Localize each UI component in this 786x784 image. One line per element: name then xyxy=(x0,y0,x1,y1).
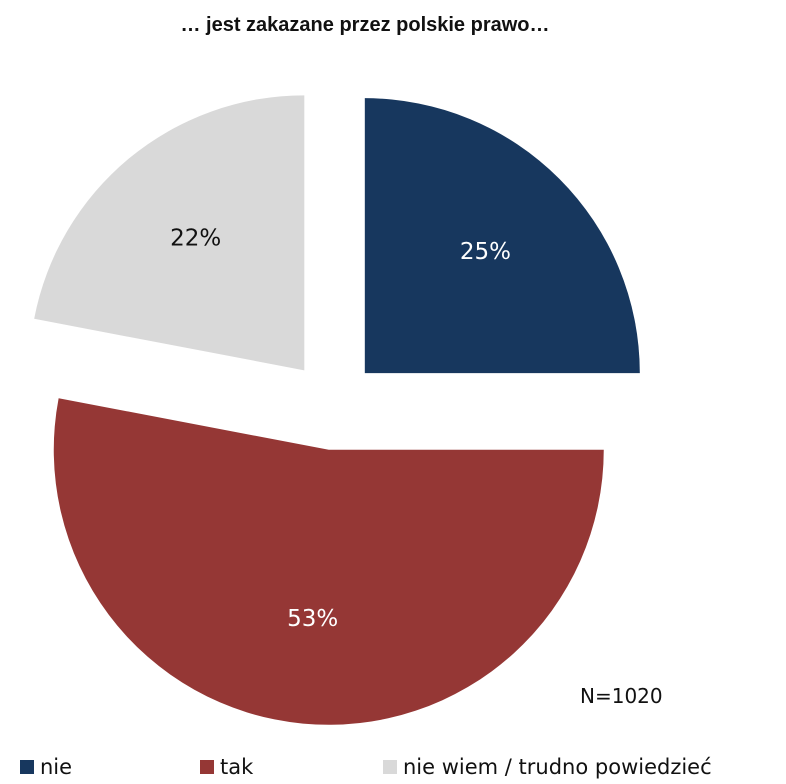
pie-slice-tak xyxy=(53,398,604,725)
pie-slice-nie-wiem xyxy=(34,95,305,371)
pie-labels: 25% 53% 22% xyxy=(170,225,511,632)
sample-size-note: N=1020 xyxy=(580,684,663,708)
pie-label-nie: 25% xyxy=(460,239,511,265)
pie-slices xyxy=(34,95,640,725)
pie-slice-nie xyxy=(364,98,640,374)
pie-label-tak: 53% xyxy=(287,606,338,632)
pie-label-nie-wiem: 22% xyxy=(170,225,221,251)
chart-title: … jest zakazane przez polskie prawo… xyxy=(180,14,550,36)
